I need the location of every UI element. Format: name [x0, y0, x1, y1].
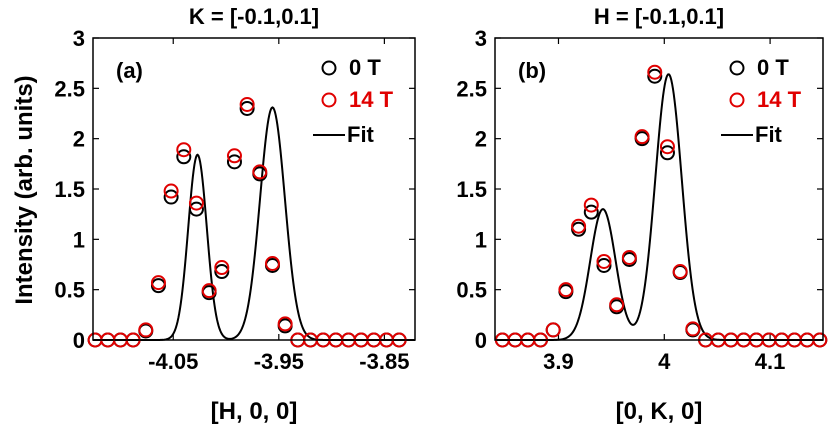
- data-point-14T: [239, 96, 255, 112]
- legend-label-14T: 14 T: [349, 87, 394, 112]
- data-point-0T: [571, 221, 587, 237]
- x-tick-label: 4: [658, 349, 671, 374]
- data-point-0T: [188, 201, 204, 217]
- panel-a: K = [-0.1,0.1] 0 0.5 1 1.5 2 2.5 3 -4.05 -3.95 -3.…: [54, 4, 416, 425]
- y-tick-label: 2: [73, 127, 85, 152]
- data-point-0T: [176, 149, 192, 165]
- y-axis-label: Intensity (arb. units): [11, 75, 38, 304]
- data-point-0T: [163, 189, 179, 205]
- data-point-14T: [214, 260, 230, 276]
- data-point-14T: [647, 64, 663, 80]
- data-point-14T: [621, 249, 637, 265]
- x-axis-label: [H, 0, 0]: [211, 398, 298, 425]
- data-point-0T: [596, 258, 612, 274]
- legend-marker-14T: [321, 92, 337, 108]
- data-point-14T: [672, 264, 688, 280]
- data-point-14T: [201, 283, 217, 299]
- y-tick-label: 0: [475, 328, 487, 353]
- axes-box: [92, 37, 416, 341]
- legend-label-0T: 0 T: [349, 55, 381, 80]
- x-tick-label: 3.9: [543, 349, 574, 374]
- y-tick-label: 2: [475, 127, 487, 152]
- legend-label-fit: Fit: [755, 122, 783, 147]
- data-point-0T: [583, 204, 599, 220]
- data-point-14T: [264, 255, 280, 271]
- data-point-14T: [226, 148, 242, 164]
- data-point-14T: [634, 129, 650, 145]
- y-tick-label: 0.5: [456, 278, 487, 303]
- x-tick-label: -4.05: [148, 349, 198, 374]
- panel-label: (a): [116, 58, 143, 83]
- data-point-14T: [150, 275, 166, 291]
- y-tick-label: 2.5: [54, 76, 85, 101]
- y-tick-label: 1.5: [456, 177, 487, 202]
- data-point-14T: [583, 197, 599, 213]
- data-point-14T: [138, 322, 154, 338]
- data-point-0T: [239, 100, 255, 116]
- data-point-14T: [277, 316, 293, 332]
- panel-label: (b): [518, 58, 546, 83]
- legend-label-fit: Fit: [347, 122, 375, 147]
- y-tick-label: 1: [475, 227, 487, 252]
- y-tick-label: 0: [73, 328, 85, 353]
- panel-title: K = [-0.1,0.1]: [189, 4, 319, 29]
- legend-marker-0T: [729, 60, 745, 76]
- legend-label-0T: 0 T: [757, 55, 789, 80]
- data-point-14T: [163, 183, 179, 199]
- data-point-14T: [659, 139, 675, 155]
- data-point-0T: [150, 278, 166, 294]
- y-tick-label: 0.5: [54, 278, 85, 303]
- data-point-14T: [188, 195, 204, 211]
- axes-box: [494, 37, 824, 341]
- x-axis-label: [0, K, 0]: [616, 398, 703, 425]
- legend-marker-14T: [729, 92, 745, 108]
- x-tick-label: -3.85: [359, 349, 409, 374]
- panel-title: H = [-0.1,0.1]: [594, 4, 724, 29]
- data-point-14T: [571, 218, 587, 234]
- data-point-0T: [647, 68, 663, 84]
- data-point-14T: [545, 322, 561, 338]
- legend-label-14T: 14 T: [757, 87, 802, 112]
- data-point-0T: [659, 145, 675, 161]
- data-point-0T: [226, 154, 242, 170]
- data-point-0T: [214, 264, 230, 280]
- data-point-14T: [252, 164, 268, 180]
- data-point-14T: [596, 253, 612, 269]
- x-tick-label: 4.1: [755, 349, 786, 374]
- data-point-14T: [176, 142, 192, 158]
- y-tick-label: 3: [475, 26, 487, 51]
- panel-b: H = [-0.1,0.1] 0 0.5 1 1.5 2 2.5 3 3.9 4 4.1 [0, K,…: [456, 4, 828, 425]
- y-tick-label: 1.5: [54, 177, 85, 202]
- y-tick-label: 3: [73, 26, 85, 51]
- fit-curve: [495, 73, 823, 341]
- legend-marker-0T: [321, 60, 337, 76]
- data-point-14T: [558, 282, 574, 298]
- x-tick-label: -3.95: [254, 349, 304, 374]
- data-point-14T: [685, 321, 701, 337]
- y-tick-label: 1: [73, 227, 85, 252]
- y-tick-label: 2.5: [456, 76, 487, 101]
- data-point-14T: [609, 297, 625, 313]
